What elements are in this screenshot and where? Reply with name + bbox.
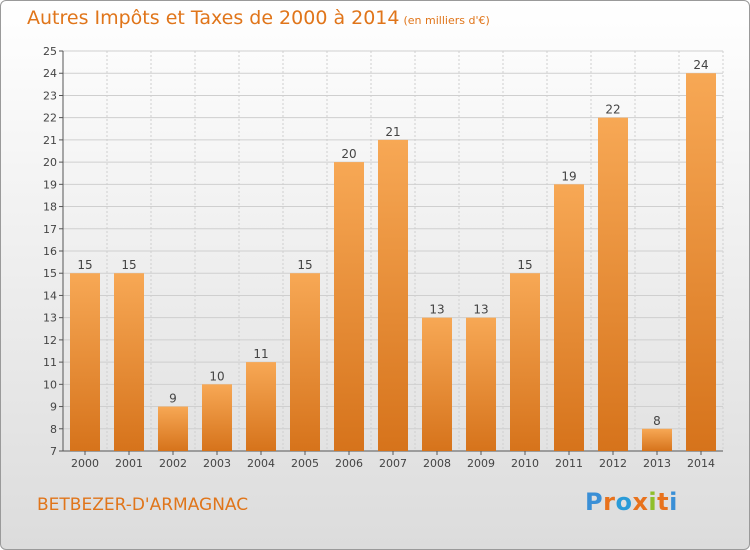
data-label: 15 <box>297 258 312 272</box>
logo-letter: i <box>669 488 678 516</box>
logo-letter: o <box>615 488 633 516</box>
bars <box>70 73 716 452</box>
bar-2007 <box>378 139 408 451</box>
bar-2003 <box>202 384 232 451</box>
y-tick-label: 17 <box>43 223 57 236</box>
logo-letter: r <box>603 488 616 516</box>
y-tick-label: 8 <box>50 423 57 436</box>
y-tick-label: 24 <box>43 67 57 80</box>
x-tick-label: 2003 <box>203 457 231 470</box>
y-tick-label: 20 <box>43 156 57 169</box>
data-label: 20 <box>341 147 356 161</box>
bar-2012 <box>598 117 628 452</box>
data-label: 24 <box>693 58 708 72</box>
y-tick-label: 11 <box>43 356 57 369</box>
commune-name: BETBEZER-D'ARMAGNAC <box>37 495 249 515</box>
proxiti-logo: Proxiti <box>585 488 678 516</box>
x-tick-label: 2014 <box>687 457 715 470</box>
data-label: 22 <box>605 103 620 117</box>
y-tick-label: 22 <box>43 112 57 125</box>
data-label: 15 <box>121 258 136 272</box>
y-tick-label: 19 <box>43 178 57 191</box>
y-tick-label: 16 <box>43 245 57 258</box>
logo-letter: i <box>648 488 658 516</box>
x-tick-label: 2002 <box>159 457 187 470</box>
bar-2000 <box>70 273 100 451</box>
y-tick-label: 13 <box>43 312 57 325</box>
data-label: 13 <box>429 303 444 317</box>
data-label: 9 <box>169 392 177 406</box>
y-tick-label: 23 <box>43 89 57 102</box>
bar-2006 <box>334 162 364 451</box>
chart-unit: (en milliers d'€) <box>403 14 490 27</box>
x-tick-label: 2006 <box>335 457 363 470</box>
x-tick-label: 2001 <box>115 457 143 470</box>
x-tick-label: 2007 <box>379 457 407 470</box>
bar-2014 <box>686 73 716 451</box>
bar-2005 <box>290 273 320 451</box>
x-tick-label: 2012 <box>599 457 627 470</box>
bar-2010 <box>510 273 540 451</box>
bar-2004 <box>246 362 276 451</box>
data-label: 13 <box>473 303 488 317</box>
y-tick-label: 25 <box>43 45 57 58</box>
y-tick-label: 21 <box>43 134 57 147</box>
logo-letter: P <box>585 488 604 516</box>
y-tick-label: 12 <box>43 334 57 347</box>
y-tick-label: 9 <box>50 401 57 414</box>
bar-2001 <box>114 273 144 451</box>
logo-letter: x <box>632 488 649 516</box>
bar-2002 <box>158 406 188 451</box>
logo-letter: t <box>657 488 670 516</box>
y-tick-label: 10 <box>43 378 57 391</box>
x-tick-label: 2009 <box>467 457 495 470</box>
labels: 15 2000 15 2001 9 2002 10 2003 11 2004 15 2005 20 200… <box>71 58 715 470</box>
x-tick-label: 2008 <box>423 457 451 470</box>
y-tick-label: 14 <box>43 289 57 302</box>
bar-2011 <box>554 184 584 452</box>
chart-title-text: Autres Impôts et Taxes de 2000 à 2014 <box>27 7 400 29</box>
x-tick-label: 2005 <box>291 457 319 470</box>
bar-2009 <box>466 317 496 451</box>
bar-2008 <box>422 317 452 451</box>
x-tick-label: 2013 <box>643 457 671 470</box>
data-label: 15 <box>77 258 92 272</box>
data-label: 10 <box>209 369 224 383</box>
data-label: 8 <box>653 414 661 428</box>
y-tick-label: 7 <box>50 445 57 458</box>
y-tick-label: 15 <box>43 267 57 280</box>
bar-2013 <box>642 428 672 451</box>
data-label: 15 <box>517 258 532 272</box>
data-label: 19 <box>561 169 576 183</box>
chart-title: Autres Impôts et Taxes de 2000 à 2014 (en… <box>27 7 490 29</box>
x-tick-label: 2011 <box>555 457 583 470</box>
data-label: 21 <box>385 125 400 139</box>
y-tick-label: 18 <box>43 201 57 214</box>
x-tick-label: 2004 <box>247 457 275 470</box>
data-label: 11 <box>253 347 268 361</box>
x-tick-label: 2010 <box>511 457 539 470</box>
x-tick-label: 2000 <box>71 457 99 470</box>
